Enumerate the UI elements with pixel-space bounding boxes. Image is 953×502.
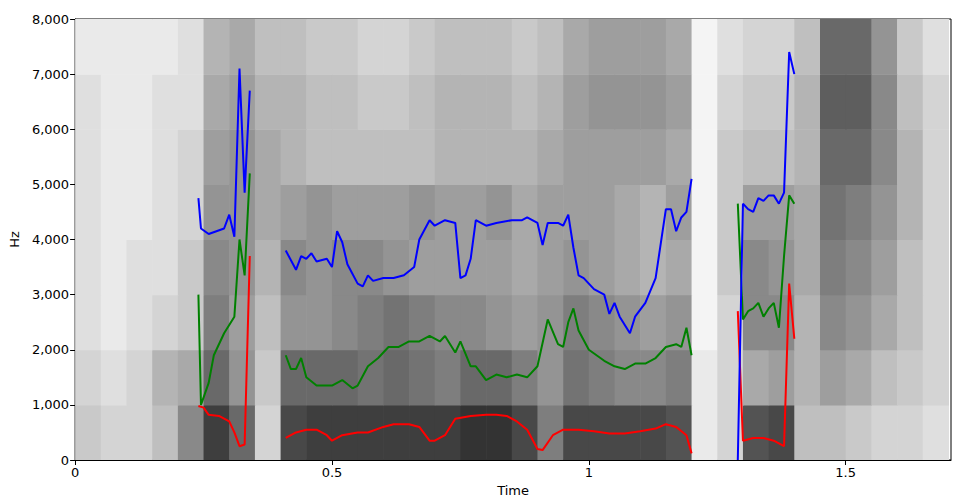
svg-text:1: 1: [585, 465, 593, 480]
svg-text:7,000: 7,000: [32, 67, 69, 82]
svg-text:0.5: 0.5: [322, 465, 343, 480]
svg-text:1,000: 1,000: [32, 397, 69, 412]
svg-text:Hz: Hz: [7, 231, 22, 248]
svg-text:8,000: 8,000: [32, 12, 69, 27]
svg-text:5,000: 5,000: [32, 177, 69, 192]
svg-text:2,000: 2,000: [32, 342, 69, 357]
svg-text:1.5: 1.5: [835, 465, 856, 480]
svg-text:Time: Time: [496, 483, 529, 498]
svg-text:3,000: 3,000: [32, 287, 69, 302]
svg-text:0: 0: [61, 453, 69, 468]
svg-text:0: 0: [71, 465, 79, 480]
svg-text:6,000: 6,000: [32, 122, 69, 137]
svg-text:4,000: 4,000: [32, 232, 69, 247]
